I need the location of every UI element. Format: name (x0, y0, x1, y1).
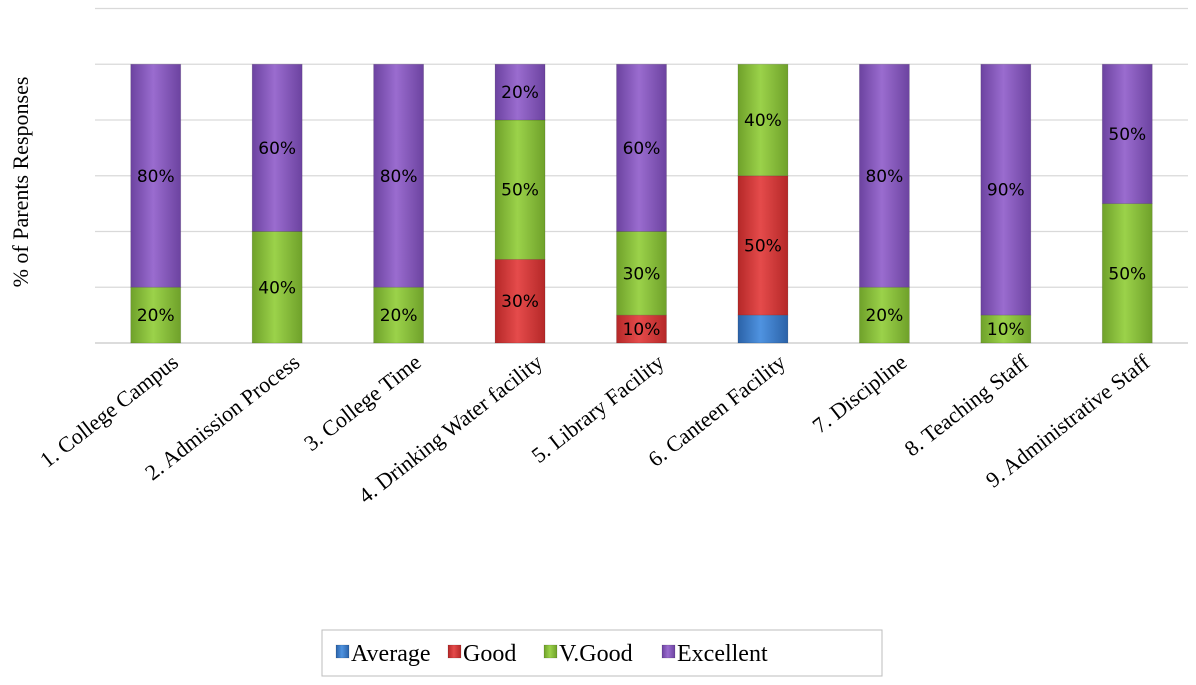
bar-segment (251, 231, 303, 344)
data-label: 20% (380, 306, 418, 326)
bar-segment (1101, 63, 1153, 205)
data-label: 60% (258, 139, 296, 159)
x-tick-label: 8. Teaching Staff (899, 349, 1033, 461)
data-label: 30% (623, 264, 661, 284)
bar-segment (737, 63, 789, 177)
data-label: 40% (258, 278, 296, 298)
data-labels: 20% 80% 40% 60% 20% 80% 30% 50% 20% 10% 30% 60% 50% 4… (137, 83, 1146, 340)
data-label: 40% (744, 111, 782, 131)
bar-segment (737, 314, 789, 344)
bar-segment (494, 258, 546, 344)
bar-segment (251, 63, 303, 232)
bar-segment (130, 286, 182, 344)
bar-segment (373, 63, 425, 288)
data-label: 30% (501, 292, 539, 312)
bar-segment (494, 63, 546, 121)
bar-segment (616, 63, 667, 232)
data-label: 80% (137, 167, 175, 187)
bar-segment (130, 63, 182, 288)
legend-entry: V.Good (559, 641, 633, 667)
data-label: 80% (380, 167, 418, 187)
legend-swatch (447, 644, 462, 659)
legend-swatch (543, 644, 558, 659)
data-label: 50% (1108, 125, 1146, 145)
x-tick-label: 3. College Time (299, 349, 426, 456)
bar-segment (737, 175, 789, 316)
data-label: 50% (1108, 264, 1146, 284)
data-label: 60% (623, 139, 661, 159)
bar-segment (616, 314, 667, 344)
data-label: 50% (501, 181, 539, 201)
bar-segment (980, 63, 1032, 316)
legend-entry: Average (351, 641, 431, 667)
data-label: 10% (987, 320, 1025, 340)
data-label: 20% (137, 306, 175, 326)
x-tick-label: 7. Discipline (807, 349, 911, 438)
data-label: 80% (865, 167, 903, 187)
bar-segment (1101, 203, 1153, 344)
data-label: 90% (987, 181, 1025, 201)
data-label: 10% (623, 320, 661, 340)
legend-entry: Excellent (677, 641, 768, 667)
bars (130, 63, 1153, 344)
bar-segment (494, 119, 546, 260)
legend-box (321, 629, 883, 677)
legend-entry: Good (463, 641, 516, 667)
bar-segment (616, 231, 667, 316)
legend-swatch (661, 644, 676, 659)
bar-segment (858, 63, 910, 288)
data-label: 50% (744, 236, 782, 256)
legend: Average Good V.Good Excellent (321, 629, 883, 677)
bar-segment (373, 286, 425, 344)
data-label: 20% (865, 306, 903, 326)
bar-segment (980, 314, 1032, 344)
data-label: 20% (501, 83, 539, 103)
bar-segment (858, 286, 910, 344)
y-axis-label: % of Parents Responses (8, 77, 33, 288)
legend-swatch (335, 644, 350, 659)
